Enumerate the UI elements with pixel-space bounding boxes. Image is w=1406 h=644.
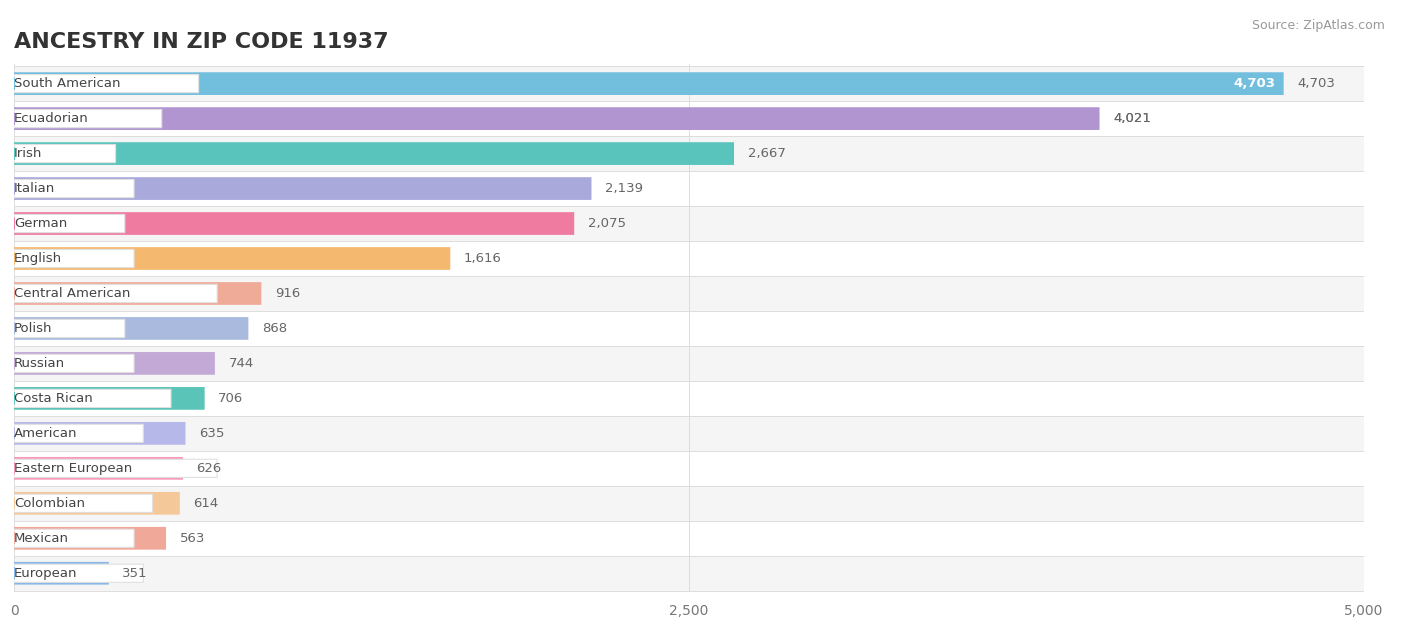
Text: 916: 916 xyxy=(274,287,299,300)
FancyBboxPatch shape xyxy=(14,521,1364,556)
Text: Colombian: Colombian xyxy=(14,497,86,510)
FancyBboxPatch shape xyxy=(14,486,1364,521)
FancyBboxPatch shape xyxy=(14,422,186,445)
Text: European: European xyxy=(14,567,77,580)
FancyBboxPatch shape xyxy=(14,424,143,442)
Text: Polish: Polish xyxy=(14,322,53,335)
Text: 744: 744 xyxy=(228,357,253,370)
FancyBboxPatch shape xyxy=(14,177,592,200)
FancyBboxPatch shape xyxy=(14,214,125,232)
Text: 4,703: 4,703 xyxy=(1298,77,1336,90)
FancyBboxPatch shape xyxy=(14,562,108,585)
FancyBboxPatch shape xyxy=(14,354,134,372)
FancyBboxPatch shape xyxy=(14,389,172,408)
FancyBboxPatch shape xyxy=(14,142,734,165)
Text: Ecuadorian: Ecuadorian xyxy=(14,112,89,125)
Text: Eastern European: Eastern European xyxy=(14,462,132,475)
Text: Russian: Russian xyxy=(14,357,65,370)
Text: 4,021: 4,021 xyxy=(1114,112,1152,125)
FancyBboxPatch shape xyxy=(14,457,183,480)
FancyBboxPatch shape xyxy=(14,529,134,547)
FancyBboxPatch shape xyxy=(14,206,1364,241)
Text: 4,703: 4,703 xyxy=(1233,77,1275,90)
Text: 563: 563 xyxy=(180,532,205,545)
Text: 1,616: 1,616 xyxy=(464,252,502,265)
Text: Italian: Italian xyxy=(14,182,55,195)
FancyBboxPatch shape xyxy=(14,75,198,93)
FancyBboxPatch shape xyxy=(14,564,143,582)
FancyBboxPatch shape xyxy=(14,319,125,337)
FancyBboxPatch shape xyxy=(14,285,217,303)
FancyBboxPatch shape xyxy=(14,311,1364,346)
Text: 614: 614 xyxy=(193,497,218,510)
Text: 868: 868 xyxy=(262,322,287,335)
FancyBboxPatch shape xyxy=(14,494,152,513)
FancyBboxPatch shape xyxy=(14,171,1364,206)
FancyBboxPatch shape xyxy=(14,249,134,268)
FancyBboxPatch shape xyxy=(14,352,215,375)
Text: German: German xyxy=(14,217,67,230)
Text: ANCESTRY IN ZIP CODE 11937: ANCESTRY IN ZIP CODE 11937 xyxy=(14,32,388,52)
FancyBboxPatch shape xyxy=(14,387,205,410)
FancyBboxPatch shape xyxy=(14,346,1364,381)
Text: 626: 626 xyxy=(197,462,222,475)
FancyBboxPatch shape xyxy=(14,556,1364,591)
FancyBboxPatch shape xyxy=(14,66,1364,101)
Text: 2,139: 2,139 xyxy=(605,182,643,195)
Text: Costa Rican: Costa Rican xyxy=(14,392,93,405)
FancyBboxPatch shape xyxy=(14,527,166,549)
Text: Irish: Irish xyxy=(14,147,42,160)
FancyBboxPatch shape xyxy=(14,136,1364,171)
FancyBboxPatch shape xyxy=(14,282,262,305)
FancyBboxPatch shape xyxy=(14,101,1364,136)
FancyBboxPatch shape xyxy=(14,451,1364,486)
FancyBboxPatch shape xyxy=(14,247,450,270)
Text: Source: ZipAtlas.com: Source: ZipAtlas.com xyxy=(1251,19,1385,32)
FancyBboxPatch shape xyxy=(14,416,1364,451)
FancyBboxPatch shape xyxy=(14,381,1364,416)
FancyBboxPatch shape xyxy=(14,144,115,163)
Text: 635: 635 xyxy=(200,427,225,440)
Text: Mexican: Mexican xyxy=(14,532,69,545)
FancyBboxPatch shape xyxy=(14,492,180,515)
FancyBboxPatch shape xyxy=(14,276,1364,311)
FancyBboxPatch shape xyxy=(14,212,574,235)
Text: American: American xyxy=(14,427,77,440)
FancyBboxPatch shape xyxy=(14,317,249,340)
Text: English: English xyxy=(14,252,62,265)
Text: 2,075: 2,075 xyxy=(588,217,626,230)
FancyBboxPatch shape xyxy=(14,459,217,477)
FancyBboxPatch shape xyxy=(14,180,134,198)
Text: Central American: Central American xyxy=(14,287,131,300)
FancyBboxPatch shape xyxy=(14,108,1099,130)
Text: 2,667: 2,667 xyxy=(748,147,786,160)
FancyBboxPatch shape xyxy=(14,241,1364,276)
Text: 4,021: 4,021 xyxy=(1114,112,1152,125)
Text: 351: 351 xyxy=(122,567,148,580)
FancyBboxPatch shape xyxy=(14,72,1284,95)
FancyBboxPatch shape xyxy=(14,109,162,128)
Text: South American: South American xyxy=(14,77,121,90)
Text: 706: 706 xyxy=(218,392,243,405)
